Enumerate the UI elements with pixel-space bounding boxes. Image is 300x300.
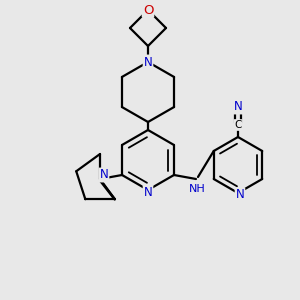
Text: N: N bbox=[100, 169, 108, 182]
Text: N: N bbox=[234, 100, 242, 113]
Text: N: N bbox=[144, 185, 152, 199]
Text: NH: NH bbox=[189, 184, 206, 194]
Text: N: N bbox=[144, 56, 152, 68]
Text: N: N bbox=[236, 188, 244, 202]
Text: O: O bbox=[143, 4, 153, 16]
Text: C: C bbox=[234, 120, 242, 130]
